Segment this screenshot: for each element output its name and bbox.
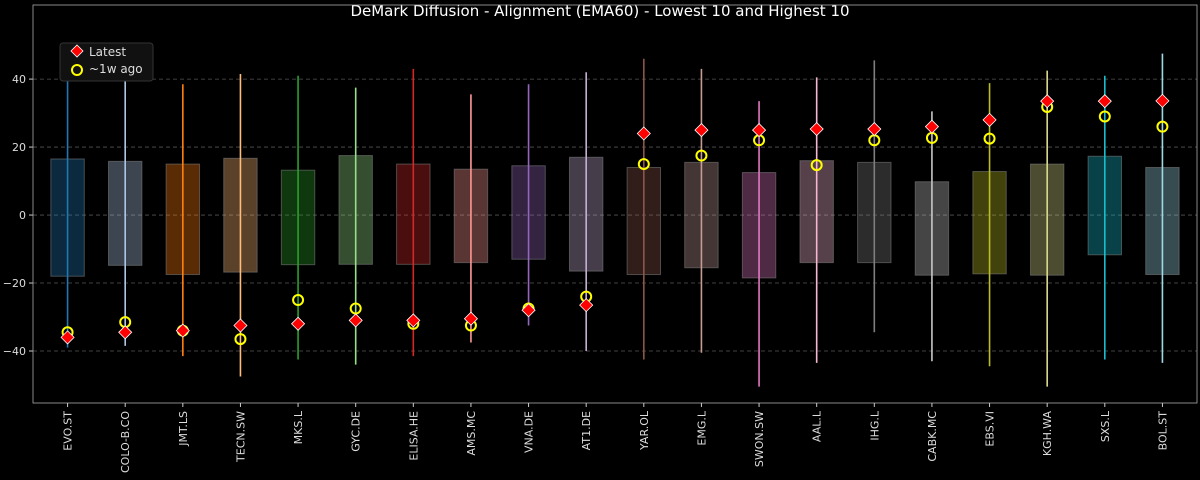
prev-week-marker [234,333,247,346]
latest-marker [751,123,767,138]
legend: Latest ~1w ago [59,42,154,82]
latest-marker [924,119,939,134]
prev-week-marker [292,294,305,307]
y-tick-label: 40 [12,73,26,86]
x-tick-label: AAL.L [811,410,824,442]
latest-marker [291,316,306,331]
latest-marker [175,323,190,338]
latest-marker [348,313,363,328]
latest-marker [521,303,536,318]
x-tick-label: EMG.L [695,410,708,445]
legend-box [59,42,154,82]
x-tick-label: AMS.MC [465,411,478,456]
x-tick-label: EVO.ST [62,411,75,451]
x-tick-label: TECN.SW [234,411,247,463]
x-tick-label: EBS.VI [984,411,997,447]
x-tick-label: CABK.MC [926,411,939,462]
x-tick-label: JMT.LS [177,411,190,447]
y-tick-label: 0 [19,209,26,222]
latest-marker [60,330,75,345]
x-tick-label: MKS.L [292,410,305,444]
prev-week-marker [637,158,650,171]
latest-marker [233,318,248,333]
latest-marker [1097,94,1112,109]
latest-marker [636,126,651,141]
x-tick-label: VNA.DE [523,411,536,453]
latest-marker [809,121,824,137]
plot-frame [32,4,1198,404]
y-tick-label: −20 [3,277,26,290]
x-tick-label: ELISA.HE [407,411,420,461]
y-tick-label: 20 [12,141,26,154]
chart-title: DeMark Diffusion - Alignment (EMA60) - L… [350,2,850,20]
prev-week-marker [695,149,708,162]
latest-marker [406,313,421,328]
y-tick-label: −40 [3,345,26,358]
legend-label: Latest [89,45,126,59]
latest-marker [579,298,594,313]
legend-diamond-icon [70,44,84,58]
x-tick-label: IHG.L [868,410,881,441]
prev-week-marker [1156,120,1169,133]
latest-marker [118,325,133,340]
latest-marker [694,123,709,138]
x-tick-label: SWON.SW [753,411,766,467]
x-tick-label: SXS.L [1099,410,1112,442]
x-tick-label: COLO-B.CO [119,411,132,473]
prev-week-marker [810,159,823,172]
x-tick-label: YAR.OL [638,410,651,451]
prev-week-marker [1098,110,1111,123]
x-tick-label: KGH.WA [1041,411,1054,457]
x-tick-label: GYC.DE [350,411,363,452]
legend-circle-icon [71,64,83,76]
latest-marker [982,112,997,127]
latest-marker [867,121,882,137]
prev-week-marker [983,132,996,145]
legend-label: ~1w ago [89,62,143,76]
latest-marker [1040,94,1055,109]
x-tick-label: AT1.DE [580,411,593,450]
x-tick-label: BOL.ST [1156,411,1169,451]
latest-marker [1155,93,1170,108]
latest-marker [463,311,479,326]
